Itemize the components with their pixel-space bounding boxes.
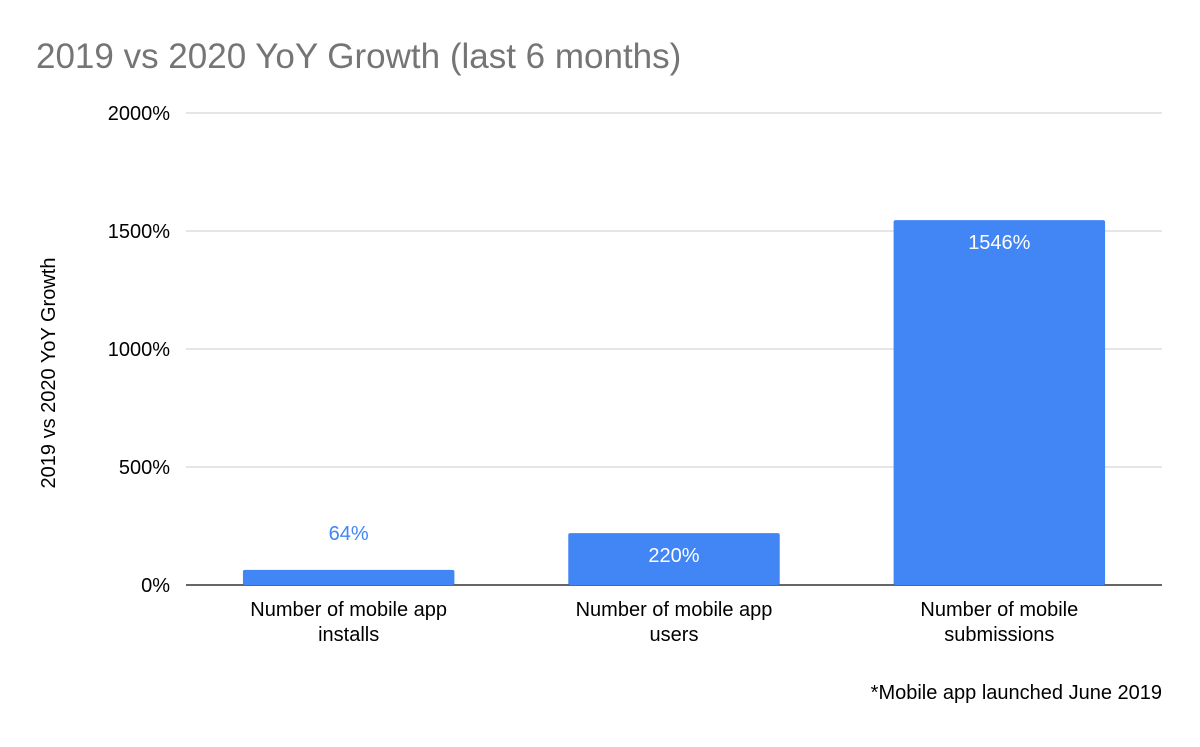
data-label: 1546% bbox=[968, 232, 1030, 254]
x-axis-labels: Number of mobile app installs Number of mo… bbox=[250, 599, 1078, 646]
x-tick-label: installs bbox=[318, 624, 379, 646]
data-label: 220% bbox=[648, 545, 699, 567]
chart-title: 2019 vs 2020 YoY Growth (last 6 months) bbox=[36, 37, 681, 76]
y-axis-ticks: 0% 500% 1000% 1500% 2000% bbox=[108, 103, 170, 597]
data-label: 64% bbox=[329, 523, 369, 545]
y-tick-label: 1500% bbox=[108, 221, 170, 243]
x-tick-label: Number of mobile app bbox=[576, 599, 773, 621]
bar bbox=[242, 569, 455, 585]
y-axis-label: 2019 vs 2020 YoY Growth bbox=[38, 258, 60, 489]
y-tick-label: 500% bbox=[119, 457, 170, 479]
bars: 64% 220% 1546% bbox=[242, 220, 1106, 586]
x-tick-label: Number of mobile app bbox=[250, 599, 447, 621]
x-tick-label: Number of mobile bbox=[920, 599, 1078, 621]
bar bbox=[893, 220, 1106, 586]
x-tick-label: users bbox=[650, 624, 699, 646]
y-tick-label: 1000% bbox=[108, 339, 170, 361]
footnote-annotation: *Mobile app launched June 2019 bbox=[871, 682, 1162, 704]
y-tick-label: 2000% bbox=[108, 103, 170, 125]
x-tick-label: submissions bbox=[944, 624, 1054, 646]
bar bbox=[568, 533, 780, 585]
y-tick-label: 0% bbox=[141, 575, 170, 597]
